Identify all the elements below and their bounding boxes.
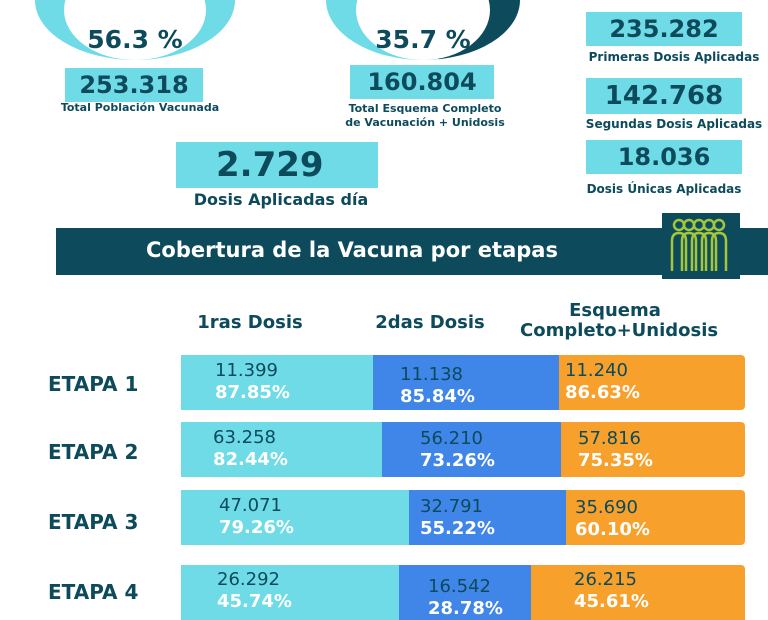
- stage-1-third-cell: 11.240 86.63%: [565, 360, 640, 404]
- stage-2-first-bar: [181, 422, 382, 477]
- stage-3-second-cell: 32.791 55.22%: [420, 496, 495, 540]
- stage-3-label: ETAPA 3: [48, 510, 139, 534]
- total-complete-value: 160.804: [350, 65, 494, 99]
- stage-1-second-bar: [373, 355, 559, 410]
- stage-3-second-value: 32.791: [420, 496, 483, 517]
- stage-4-third-bar: [531, 565, 745, 620]
- stage-4-first-value: 26.292: [217, 569, 280, 590]
- column-complete-line2: Completo+Unidosis: [520, 320, 719, 341]
- stage-4-first-pct: 45.74%: [217, 591, 292, 612]
- total-complete-caption-line2: de Vacunación + Unidosis: [345, 116, 505, 129]
- stage-1-third-pct: 86.63%: [565, 382, 640, 403]
- stage-1-first-pct: 87.85%: [215, 382, 290, 403]
- stage-2-second-pct: 73.26%: [420, 450, 495, 471]
- coverage-banner: [56, 228, 768, 275]
- stage-4-third-pct: 45.61%: [574, 591, 649, 612]
- single-doses-value: 18.036: [586, 140, 742, 174]
- stage-1-first-cell: 11.399 87.85%: [215, 360, 290, 404]
- first-doses-value: 235.282: [586, 12, 742, 46]
- stage-2-third-value: 57.816: [578, 428, 641, 449]
- stage-4-label: ETAPA 4: [48, 580, 139, 604]
- daily-doses-value: 2.729: [176, 142, 378, 188]
- stage-4-second-value: 16.542: [428, 576, 491, 597]
- stage-2-first-cell: 63.258 82.44%: [213, 427, 288, 471]
- total-vaccinated-caption: Total Población Vacunada: [60, 101, 220, 114]
- daily-doses-caption: Dosis Aplicadas día: [193, 190, 369, 209]
- total-vaccinated-value: 253.318: [65, 68, 203, 102]
- stage-3-first-bar: [181, 490, 409, 545]
- stage-2-second-value: 56.210: [420, 428, 483, 449]
- stage-4-third-cell: 26.215 45.61%: [574, 569, 649, 613]
- stage-1-second-value: 11.138: [400, 364, 463, 385]
- stage-2-first-pct: 82.44%: [213, 449, 288, 470]
- stage-1-second-pct: 85.84%: [400, 386, 475, 407]
- stage-2-third-pct: 75.35%: [578, 450, 653, 471]
- second-doses-caption: Segundas Dosis Aplicadas: [585, 117, 763, 131]
- stage-2-first-value: 63.258: [213, 427, 276, 448]
- stage-3-third-value: 35.690: [575, 497, 638, 518]
- gauge-complete-percent: 35.7 %: [375, 25, 471, 54]
- stage-2-third-bar: [561, 422, 745, 477]
- stage-1-third-bar: [559, 355, 745, 410]
- column-complete-line1: Esquema: [569, 300, 661, 321]
- stage-3-second-pct: 55.22%: [420, 518, 495, 539]
- stage-3-first-cell: 47.071 79.26%: [219, 495, 294, 539]
- second-doses-value: 142.768: [586, 78, 742, 114]
- stage-4-second-pct: 28.78%: [428, 598, 503, 619]
- stage-3-second-bar: [409, 490, 566, 545]
- stage-1-second-cell: 11.138 85.84%: [400, 364, 475, 408]
- stage-3-first-pct: 79.26%: [219, 517, 294, 538]
- people-group-icon: [662, 213, 740, 279]
- stage-1-third-value: 11.240: [565, 360, 628, 381]
- stage-3-third-pct: 60.10%: [575, 519, 650, 540]
- stage-2-label: ETAPA 2: [48, 440, 139, 464]
- stage-1-label: ETAPA 1: [48, 372, 139, 396]
- stage-4-third-value: 26.215: [574, 569, 637, 590]
- stage-1-first-bar: [181, 355, 373, 410]
- banner-title: Cobertura de la Vacuna por etapas: [146, 238, 558, 262]
- single-doses-caption: Dosis Únicas Aplicadas: [586, 182, 742, 196]
- stage-3-first-value: 47.071: [219, 495, 282, 516]
- stage-2-third-cell: 57.816 75.35%: [578, 428, 653, 472]
- column-second-doses: 2das Dosis: [375, 312, 485, 333]
- stage-2-second-bar: [382, 422, 561, 477]
- stage-3-third-cell: 35.690 60.10%: [575, 497, 650, 541]
- first-doses-caption: Primeras Dosis Aplicadas: [588, 50, 760, 64]
- stage-4-first-cell: 26.292 45.74%: [217, 569, 292, 613]
- stage-4-second-bar: [399, 565, 531, 620]
- stage-4-first-bar: [181, 565, 399, 620]
- column-first-doses: 1ras Dosis: [197, 312, 303, 333]
- stage-3-third-bar: [566, 490, 745, 545]
- stage-2-second-cell: 56.210 73.26%: [420, 428, 495, 472]
- total-complete-caption-line1: Total Esquema Completo: [348, 102, 502, 115]
- gauge-vaccinated-percent: 56.3 %: [87, 25, 183, 54]
- stage-1-first-value: 11.399: [215, 360, 278, 381]
- stage-4-second-cell: 16.542 28.78%: [428, 576, 503, 620]
